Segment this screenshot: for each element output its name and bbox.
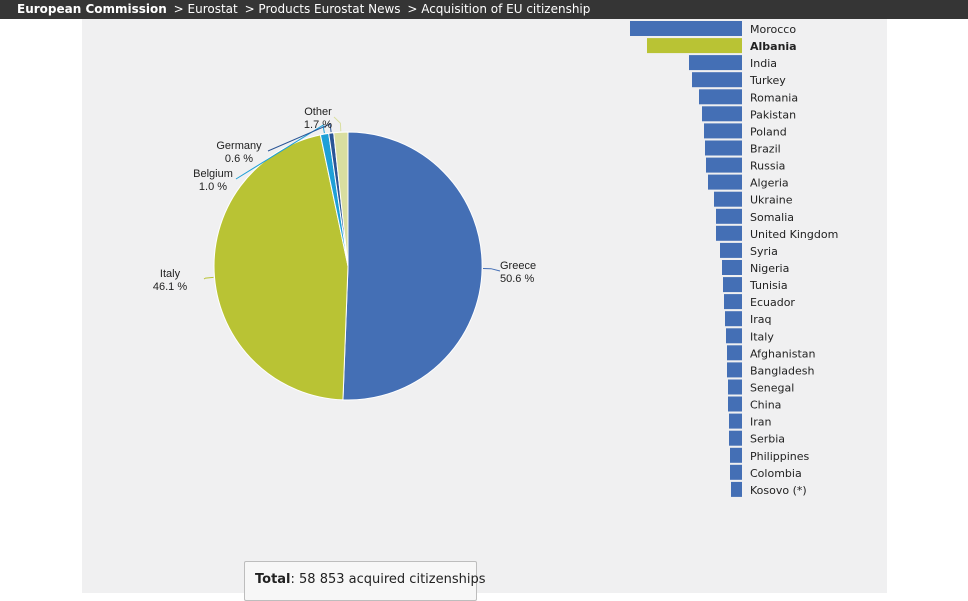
breadcrumb-eurostat[interactable]: > Eurostat: [173, 2, 238, 16]
bar-label-syria: Syria: [750, 245, 778, 258]
bar-label-united-kingdom: United Kingdom: [750, 228, 838, 241]
pie-connector-greece: [482, 268, 501, 272]
bar-albania[interactable]: [647, 38, 742, 54]
bar-ukraine[interactable]: [714, 191, 742, 207]
bar-label-ecuador: Ecuador: [750, 296, 795, 309]
bar-label-somalia: Somalia: [750, 211, 794, 224]
bar-kosovo[interactable]: [731, 481, 742, 497]
bar-italy[interactable]: [726, 328, 742, 344]
chart-panel: Greece 50.6 % Italy 46.1 % Belgium 1.0 % Germa…: [82, 19, 887, 593]
bar-bangladesh[interactable]: [727, 362, 742, 378]
breadcrumb-current: > Acquisition of EU citizenship: [407, 2, 591, 16]
bar-label-romania: Romania: [750, 91, 798, 104]
pie-value-belgium: 1.0 %: [199, 181, 227, 193]
bar-senegal[interactable]: [728, 379, 742, 395]
bar-label-bangladesh: Bangladesh: [750, 364, 815, 377]
pie-label-germany: Germany: [216, 140, 262, 152]
bar-label-algeria: Algeria: [750, 177, 789, 190]
pie-connector-other: [333, 116, 342, 132]
bar-label-colombia: Colombia: [750, 467, 802, 480]
bar-label-iran: Iran: [750, 416, 772, 429]
bar-pakistan[interactable]: [702, 106, 742, 122]
bar-chart: Morocco Albania India Turkey Romania Pakistan…: [630, 21, 838, 497]
pie-connector-belgium: [235, 124, 325, 180]
total-text: : 58 853 acquired citizenships: [290, 572, 486, 587]
bar-label-nigeria: Nigeria: [750, 262, 789, 275]
bar-brazil[interactable]: [705, 140, 742, 156]
bar-poland[interactable]: [704, 123, 742, 139]
bar-philippines[interactable]: [730, 447, 742, 463]
pie-value-greece: 50.6 %: [500, 273, 534, 285]
pie-label-belgium: Belgium: [193, 168, 233, 180]
bar-afghanistan[interactable]: [727, 345, 742, 361]
bar-tunisia[interactable]: [723, 277, 742, 293]
bar-label-albania: Albania: [750, 40, 797, 53]
total-box: Total: 58 853 acquired citizenships: [244, 561, 485, 601]
pie-connector-italy: [203, 276, 214, 280]
bar-label-iraq: Iraq: [750, 313, 772, 326]
bar-label-ukraine: Ukraine: [750, 194, 793, 207]
pie-label-italy: Italy: [160, 268, 181, 280]
bar-label-afghanistan: Afghanistan: [750, 347, 816, 360]
bar-morocco[interactable]: [630, 21, 742, 36]
bar-label-tunisia: Tunisia: [749, 279, 788, 292]
bar-label-turkey: Turkey: [749, 74, 786, 87]
bar-label-philippines: Philippines: [750, 450, 810, 463]
bar-iraq[interactable]: [725, 311, 742, 327]
pie-slice-other[interactable]: [333, 131, 349, 267]
bar-turkey[interactable]: [692, 72, 742, 88]
bar-label-morocco: Morocco: [750, 23, 796, 36]
bar-label-italy: Italy: [750, 330, 774, 343]
bar-label-russia: Russia: [750, 160, 785, 173]
bar-nigeria[interactable]: [722, 260, 742, 275]
bar-iran[interactable]: [729, 413, 742, 429]
top-bar: European Commission > Eurostat > Product…: [0, 0, 968, 19]
bar-label-poland: Poland: [750, 125, 787, 138]
bar-label-india: India: [750, 57, 777, 70]
bar-india[interactable]: [689, 55, 742, 71]
pie-value-other: 1.7 %: [304, 119, 332, 131]
bar-united-kingdom[interactable]: [716, 225, 742, 241]
bar-syria[interactable]: [720, 242, 742, 258]
bar-label-senegal: Senegal: [750, 382, 794, 395]
bar-label-serbia: Serbia: [750, 433, 785, 446]
bar-label-kosovo: Kosovo (*): [750, 484, 807, 497]
bar-label-china: China: [750, 399, 781, 412]
bar-label-pakistan: Pakistan: [750, 108, 796, 121]
bar-russia[interactable]: [706, 157, 742, 173]
bar-label-brazil: Brazil: [750, 143, 781, 156]
bar-romania[interactable]: [699, 89, 742, 105]
bar-china[interactable]: [728, 396, 742, 412]
bar-colombia[interactable]: [730, 464, 742, 480]
pie-label-greece: Greece: [500, 260, 536, 272]
breadcrumb-home[interactable]: European Commission: [17, 2, 167, 16]
bar-serbia[interactable]: [729, 430, 742, 446]
breadcrumb-products[interactable]: > Products Eurostat News: [244, 2, 401, 16]
bar-somalia[interactable]: [716, 208, 742, 224]
pie-chart: [213, 131, 483, 401]
bar-algeria[interactable]: [708, 174, 742, 190]
total-label: Total: [255, 572, 291, 587]
pie-slice-italy[interactable]: [213, 134, 349, 401]
pie-label-other: Other: [304, 106, 332, 118]
bar-ecuador[interactable]: [724, 294, 742, 310]
pie-value-germany: 0.6 %: [225, 153, 253, 165]
pie-value-italy: 46.1 %: [153, 281, 187, 293]
pie-slice-greece[interactable]: [342, 131, 483, 401]
pie-connector-germany: [267, 123, 332, 152]
